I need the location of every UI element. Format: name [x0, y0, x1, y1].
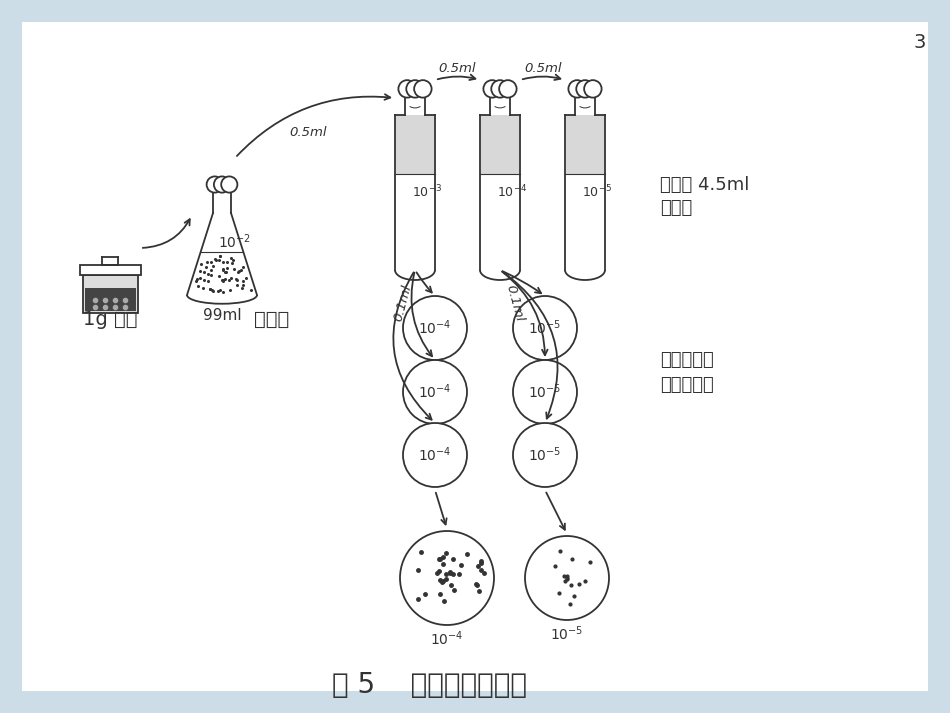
Circle shape: [525, 536, 609, 620]
Text: 0.5ml: 0.5ml: [289, 125, 327, 138]
Text: 0.1ml: 0.1ml: [391, 283, 414, 323]
Bar: [396, 115, 434, 174]
Text: 99ml: 99ml: [202, 308, 241, 323]
Text: 无菌水: 无菌水: [255, 310, 290, 329]
Bar: [566, 115, 604, 174]
Circle shape: [584, 80, 601, 98]
Text: 0.5ml: 0.5ml: [438, 61, 476, 74]
Text: 0.5ml: 0.5ml: [524, 61, 561, 74]
Text: $10^{-5}$: $10^{-5}$: [528, 319, 561, 337]
Text: 3: 3: [914, 33, 926, 51]
Text: 图 5    实验过程示意图: 图 5 实验过程示意图: [332, 671, 527, 699]
FancyArrowPatch shape: [237, 94, 390, 156]
FancyArrowPatch shape: [393, 272, 431, 420]
Text: 三个培养皿: 三个培养皿: [660, 376, 713, 394]
Circle shape: [221, 176, 238, 193]
Bar: [80, 265, 141, 275]
Circle shape: [214, 176, 230, 193]
Circle shape: [513, 296, 577, 360]
FancyArrowPatch shape: [416, 272, 431, 292]
FancyArrowPatch shape: [522, 75, 560, 80]
Circle shape: [206, 176, 223, 193]
FancyArrowPatch shape: [503, 272, 558, 419]
Text: $10^{-5}$: $10^{-5}$: [528, 446, 561, 464]
Text: 无菌水: 无菌水: [660, 199, 693, 217]
Circle shape: [407, 80, 424, 98]
Circle shape: [513, 360, 577, 424]
FancyArrowPatch shape: [438, 75, 475, 80]
Circle shape: [499, 80, 517, 98]
FancyArrowPatch shape: [546, 493, 565, 530]
Text: $10^{-4}$: $10^{-4}$: [430, 630, 464, 648]
Circle shape: [577, 80, 594, 98]
Circle shape: [414, 80, 431, 98]
Circle shape: [398, 80, 416, 98]
Circle shape: [403, 360, 467, 424]
Bar: [85, 288, 136, 311]
Text: 1g 土样: 1g 土样: [83, 310, 137, 329]
FancyArrowPatch shape: [142, 219, 190, 248]
Circle shape: [403, 296, 467, 360]
Text: 0.1ml: 0.1ml: [504, 283, 526, 323]
Text: $10^{-5}$: $10^{-5}$: [582, 183, 612, 200]
Text: $10^{-4}$: $10^{-4}$: [497, 183, 527, 200]
Circle shape: [568, 80, 586, 98]
FancyArrowPatch shape: [503, 272, 547, 355]
Bar: [481, 115, 519, 174]
FancyArrowPatch shape: [436, 493, 446, 525]
Text: $10^{-5}$: $10^{-5}$: [550, 625, 583, 643]
Circle shape: [491, 80, 509, 98]
Text: $10^{-3}$: $10^{-3}$: [412, 183, 443, 200]
Circle shape: [484, 80, 501, 98]
Circle shape: [400, 531, 494, 625]
Text: $10^{-5}$: $10^{-5}$: [528, 383, 561, 401]
FancyArrowPatch shape: [411, 272, 432, 356]
Text: $10^{-4}$: $10^{-4}$: [418, 383, 452, 401]
FancyArrowPatch shape: [503, 271, 542, 293]
Circle shape: [513, 423, 577, 487]
Text: $10^{-4}$: $10^{-4}$: [418, 319, 452, 337]
Circle shape: [403, 423, 467, 487]
Text: 各盛有 4.5ml: 各盛有 4.5ml: [660, 176, 750, 194]
Text: 各种浓度做: 各种浓度做: [660, 351, 713, 369]
Text: $10^{-4}$: $10^{-4}$: [418, 446, 452, 464]
Text: $10^{-2}$: $10^{-2}$: [218, 232, 251, 251]
Bar: [83, 275, 138, 313]
